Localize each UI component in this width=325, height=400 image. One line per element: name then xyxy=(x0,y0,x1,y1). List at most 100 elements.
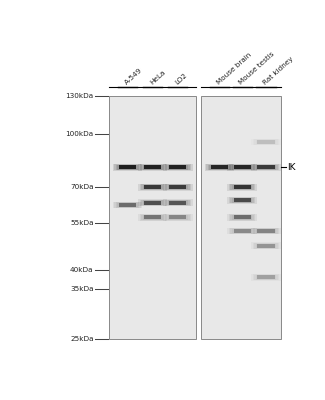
Bar xyxy=(232,165,252,170)
Bar xyxy=(138,184,167,190)
Bar xyxy=(168,215,188,220)
Bar xyxy=(257,229,275,233)
Bar xyxy=(229,197,255,204)
Bar xyxy=(143,200,163,205)
Bar xyxy=(166,184,189,190)
Bar xyxy=(227,228,257,234)
Bar xyxy=(256,140,276,144)
Bar xyxy=(138,199,167,206)
Bar xyxy=(253,243,279,249)
Bar xyxy=(253,164,279,170)
Bar xyxy=(232,198,252,203)
Bar xyxy=(165,214,191,220)
Bar xyxy=(227,197,257,204)
Bar xyxy=(138,214,167,221)
Bar xyxy=(230,215,254,220)
Bar xyxy=(227,164,257,171)
Bar xyxy=(205,164,234,171)
Bar xyxy=(163,164,193,171)
Bar xyxy=(139,184,166,190)
Bar xyxy=(163,184,193,190)
Bar xyxy=(232,229,252,233)
Bar xyxy=(141,184,164,190)
Bar xyxy=(163,214,193,221)
Bar xyxy=(251,242,281,249)
Bar xyxy=(165,200,191,206)
Bar xyxy=(227,184,257,190)
Text: Mouse testis: Mouse testis xyxy=(238,51,276,86)
Bar xyxy=(144,165,161,169)
Bar xyxy=(232,215,252,220)
Bar xyxy=(144,185,161,189)
Bar xyxy=(113,164,142,171)
Bar xyxy=(169,216,187,220)
Bar xyxy=(254,165,278,170)
Bar xyxy=(257,244,275,248)
Text: 35kDa: 35kDa xyxy=(70,286,94,292)
Bar xyxy=(229,164,255,170)
Bar xyxy=(257,275,275,279)
Bar xyxy=(119,203,136,207)
Bar xyxy=(256,165,276,170)
Bar xyxy=(234,185,251,189)
Bar xyxy=(163,199,193,206)
Bar xyxy=(114,202,141,208)
Bar xyxy=(139,214,166,220)
Bar xyxy=(254,139,278,145)
Bar xyxy=(251,164,281,171)
Bar xyxy=(116,202,139,208)
Bar xyxy=(144,201,161,205)
Bar xyxy=(232,185,252,190)
Bar xyxy=(234,198,251,202)
Bar xyxy=(257,140,275,144)
Text: 25kDa: 25kDa xyxy=(70,336,94,342)
Bar xyxy=(251,138,281,146)
Bar xyxy=(168,165,188,170)
Bar xyxy=(144,216,161,220)
Text: HeLa: HeLa xyxy=(149,69,166,86)
Bar xyxy=(117,165,137,170)
Bar xyxy=(251,274,281,281)
Bar xyxy=(230,165,254,170)
Bar xyxy=(230,184,254,190)
Bar xyxy=(256,275,276,280)
Bar xyxy=(119,165,136,169)
Bar xyxy=(109,96,196,339)
Bar xyxy=(138,164,167,171)
Bar xyxy=(169,165,187,169)
Bar xyxy=(256,229,276,233)
Bar xyxy=(141,165,164,170)
Bar xyxy=(117,203,137,207)
Bar xyxy=(141,200,164,205)
Bar xyxy=(256,244,276,248)
Text: 100kDa: 100kDa xyxy=(65,132,94,138)
Bar xyxy=(227,214,257,221)
Bar xyxy=(143,165,163,170)
Bar xyxy=(166,165,189,170)
Bar xyxy=(201,96,281,339)
Bar xyxy=(209,165,229,170)
Text: Mouse brain: Mouse brain xyxy=(215,52,252,86)
Bar xyxy=(166,200,189,205)
Bar xyxy=(169,185,187,189)
Bar xyxy=(230,228,254,234)
Bar xyxy=(206,164,233,170)
Bar xyxy=(251,228,281,234)
Text: IK: IK xyxy=(287,163,295,172)
Text: A-549: A-549 xyxy=(124,67,143,86)
Bar xyxy=(253,274,279,280)
Bar xyxy=(254,274,278,280)
Bar xyxy=(166,215,189,220)
Bar xyxy=(116,165,139,170)
Bar xyxy=(165,184,191,190)
Bar xyxy=(253,228,279,234)
Bar xyxy=(169,201,187,205)
Bar xyxy=(253,139,279,145)
Text: 70kDa: 70kDa xyxy=(70,184,94,190)
Bar xyxy=(254,228,278,234)
Text: Rat kidney: Rat kidney xyxy=(262,55,295,86)
Bar xyxy=(254,243,278,249)
Bar xyxy=(141,215,164,220)
Bar xyxy=(168,200,188,205)
Bar xyxy=(143,185,163,190)
